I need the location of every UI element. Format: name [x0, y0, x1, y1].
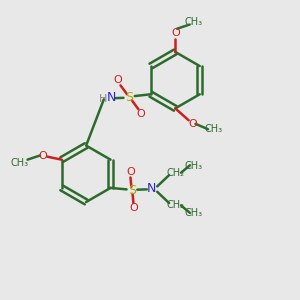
Text: O: O: [114, 75, 122, 85]
Text: O: O: [188, 119, 197, 129]
Text: CH₂: CH₂: [167, 168, 184, 178]
Text: O: O: [129, 203, 138, 213]
Text: S: S: [125, 91, 134, 104]
Text: N: N: [107, 91, 116, 104]
Text: O: O: [136, 110, 145, 119]
Text: O: O: [126, 167, 135, 177]
Text: O: O: [38, 151, 47, 161]
Text: O: O: [171, 28, 180, 38]
Text: CH₃: CH₃: [184, 160, 202, 171]
Text: H: H: [98, 94, 107, 104]
Text: N: N: [147, 182, 157, 195]
Text: CH₃: CH₃: [184, 208, 202, 218]
Text: CH₂: CH₂: [167, 200, 184, 210]
Text: CH₃: CH₃: [184, 17, 202, 27]
Text: CH₃: CH₃: [205, 124, 223, 134]
Text: CH₃: CH₃: [11, 158, 29, 168]
Text: S: S: [128, 184, 136, 197]
